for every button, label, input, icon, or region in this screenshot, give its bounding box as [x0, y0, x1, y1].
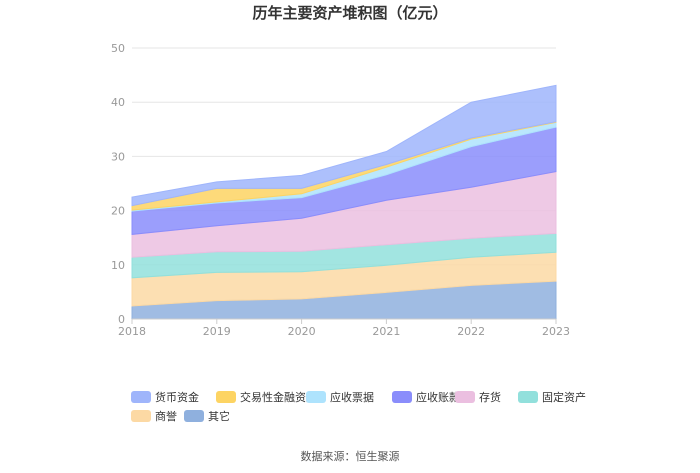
legend-label: 存货 — [479, 390, 501, 404]
legend-swatch — [455, 391, 475, 403]
y-tick-label: 0 — [118, 313, 125, 326]
chart-title: 历年主要资产堆积图（亿元） — [252, 4, 447, 22]
legend-label: 固定资产 — [542, 390, 586, 404]
legend-label: 货币资金 — [155, 390, 199, 404]
legend-label: 其它 — [208, 409, 230, 423]
x-tick-label: 2019 — [203, 325, 231, 338]
y-tick-label: 20 — [111, 205, 125, 218]
data-source: 数据来源：恒生聚源 — [301, 449, 400, 463]
x-tick-label: 2023 — [542, 325, 570, 338]
legend-swatch — [184, 410, 204, 422]
legend-label: 交易性金融资产 — [240, 390, 317, 404]
legend-swatch — [216, 391, 236, 403]
legend-swatch — [518, 391, 538, 403]
x-tick-label: 2018 — [118, 325, 146, 338]
y-tick-label: 10 — [111, 259, 125, 272]
legend-label: 应收票据 — [330, 390, 374, 404]
legend-swatch — [306, 391, 326, 403]
legend-label: 应收账款 — [416, 390, 460, 404]
legend-swatch — [131, 410, 151, 422]
x-tick-label: 2021 — [372, 325, 400, 338]
x-tick-label: 2020 — [288, 325, 316, 338]
x-tick-label: 2022 — [457, 325, 485, 338]
legend-swatch — [131, 391, 151, 403]
y-tick-label: 40 — [111, 96, 125, 109]
area-series-7 — [131, 84, 557, 207]
y-tick-label: 30 — [111, 150, 125, 163]
legend-label: 商誉 — [155, 409, 177, 423]
y-tick-label: 50 — [111, 42, 125, 55]
legend-swatch — [392, 391, 412, 403]
